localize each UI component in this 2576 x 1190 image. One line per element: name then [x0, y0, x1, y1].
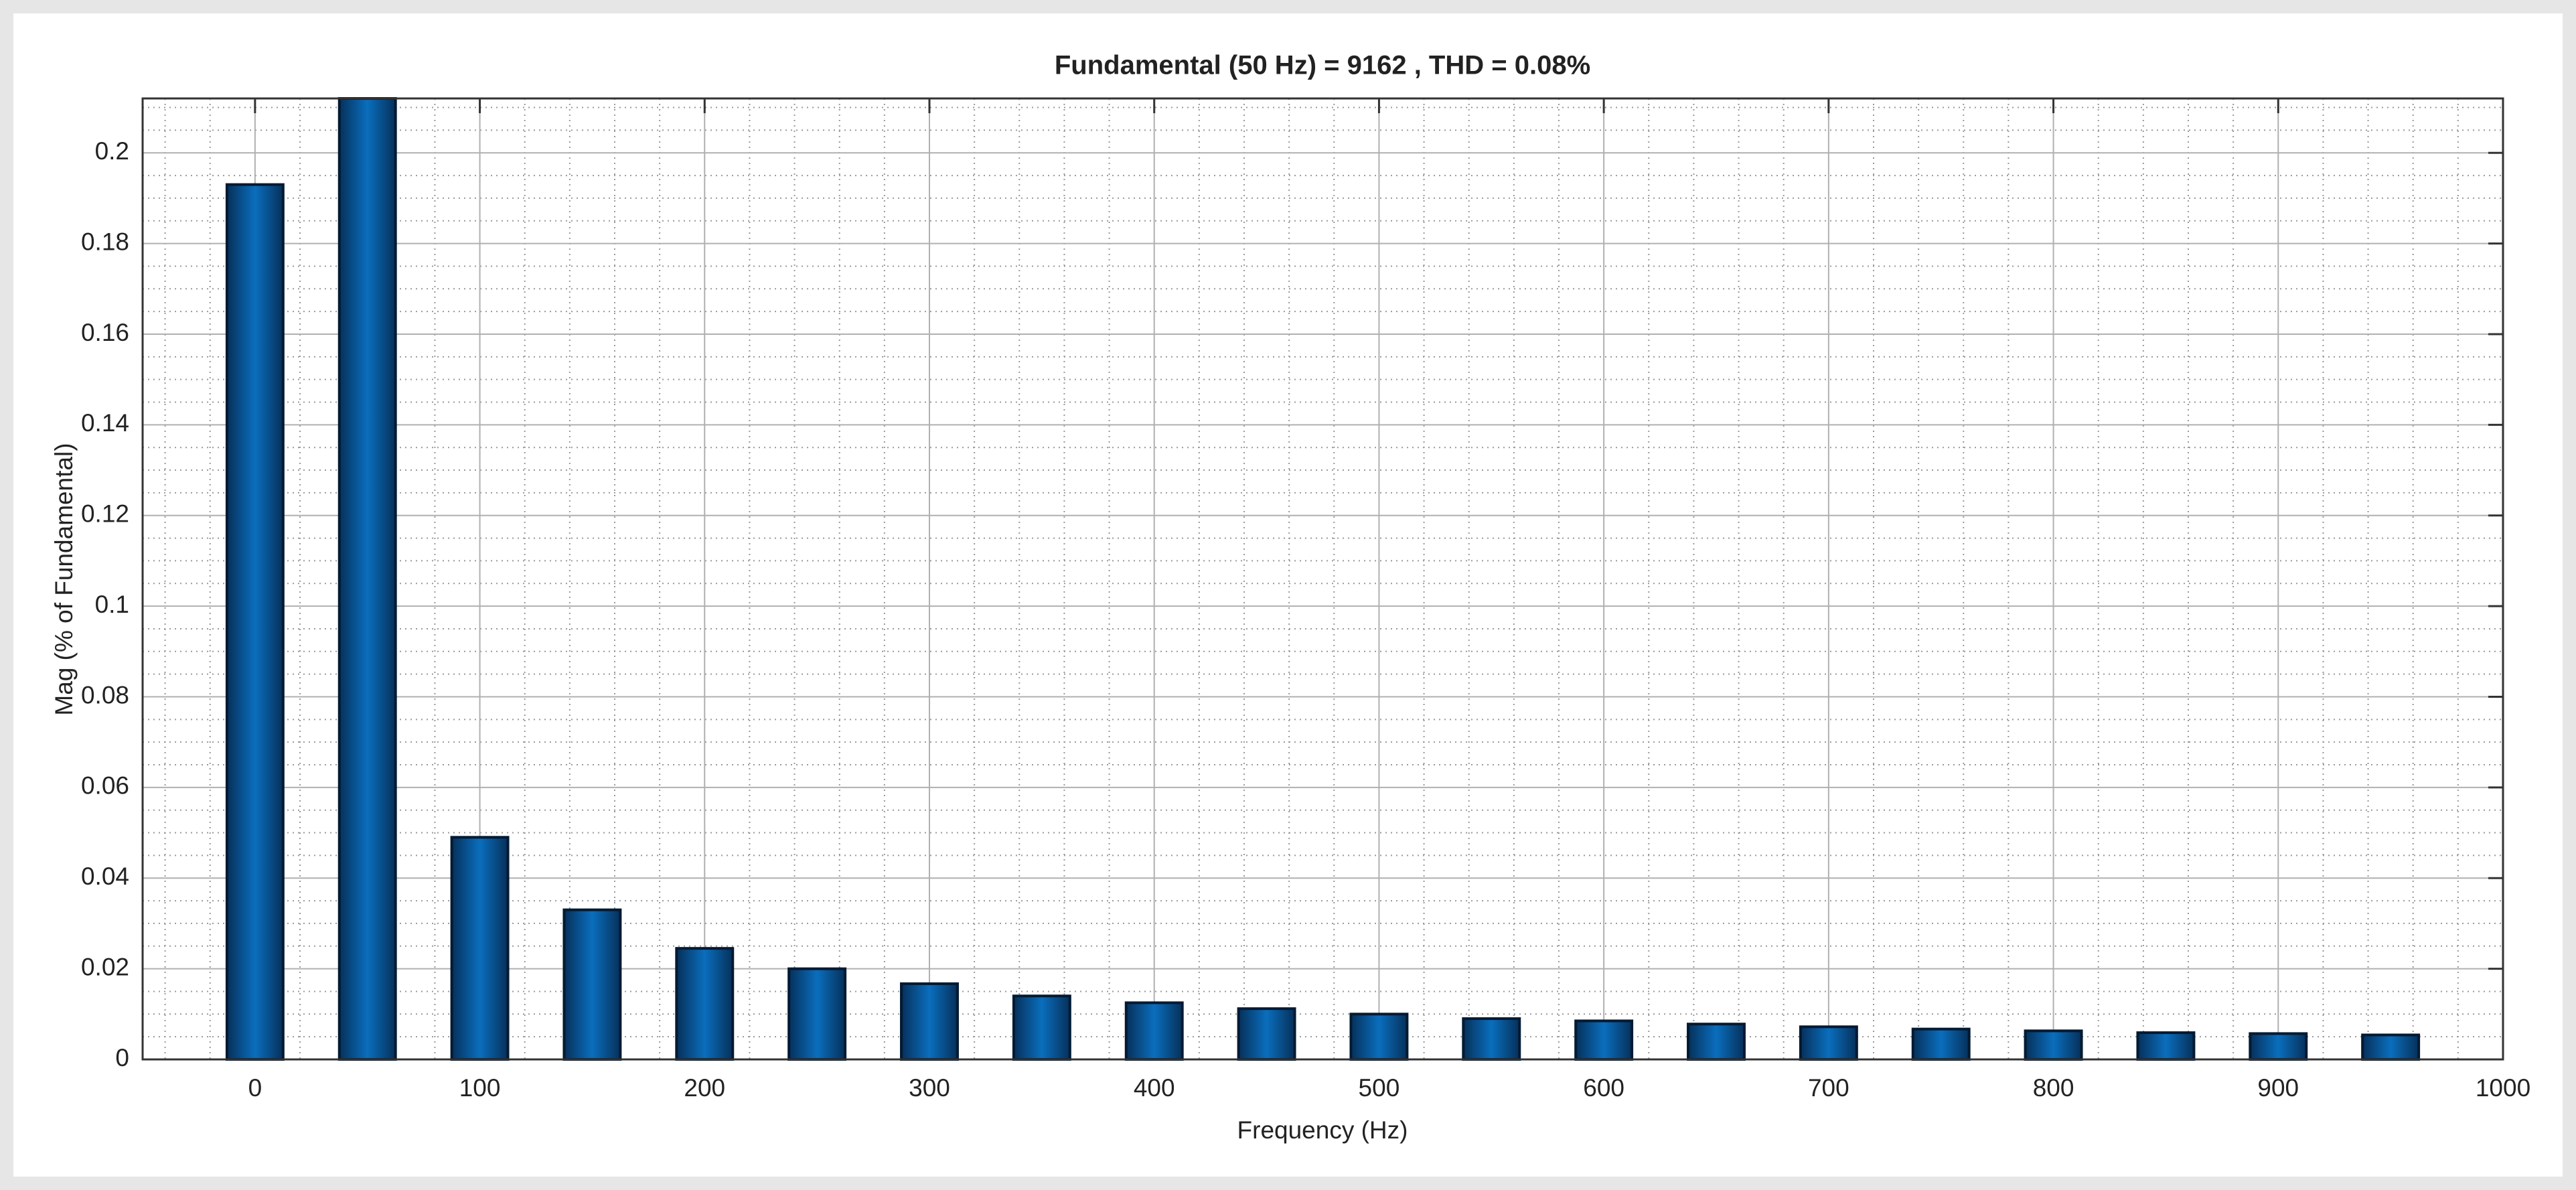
bar	[337, 97, 397, 1061]
bar	[1237, 1007, 1296, 1061]
bar	[2361, 1033, 2421, 1061]
bar	[1349, 1013, 1409, 1061]
bar	[562, 908, 622, 1061]
y-tick-label: 0.18	[81, 228, 129, 255]
y-tick-label: 0.06	[81, 772, 129, 800]
y-tick-label: 0.12	[81, 500, 129, 528]
chart-title: Fundamental (50 Hz) = 9162 , THD = 0.08%	[1055, 51, 1590, 80]
y-tick-label: 0.2	[95, 137, 129, 165]
bar	[900, 982, 959, 1061]
bar	[225, 183, 285, 1061]
x-tick-label: 200	[684, 1074, 725, 1102]
x-tick-label: 300	[909, 1074, 950, 1102]
bar	[787, 967, 847, 1061]
bar	[1574, 1019, 1634, 1061]
y-tick-label: 0.04	[81, 863, 129, 890]
bar	[675, 947, 735, 1061]
x-axis-label: Frequency (Hz)	[1237, 1116, 1408, 1144]
bar	[1687, 1023, 1746, 1061]
y-tick-label: 0.02	[81, 953, 129, 980]
bar	[1012, 994, 1071, 1061]
bar	[2136, 1031, 2196, 1061]
y-tick-label: 0	[115, 1044, 129, 1071]
x-tick-label: 600	[1583, 1074, 1624, 1102]
x-tick-label: 700	[1808, 1074, 1849, 1102]
y-tick-label: 0.08	[81, 681, 129, 709]
x-tick-label: 100	[459, 1074, 501, 1102]
plot-frame	[141, 97, 2504, 1061]
x-tick-label: 0	[248, 1074, 262, 1102]
x-tick-label: 500	[1359, 1074, 1400, 1102]
bar	[450, 836, 510, 1061]
bar	[1911, 1027, 1971, 1061]
y-tick-label: 0.16	[81, 319, 129, 346]
plot-area	[143, 98, 2503, 1059]
x-tick-label: 900	[2257, 1074, 2299, 1102]
y-axis-label: Mag (% of Fundamental)	[50, 443, 78, 715]
x-tick-label: 1000	[2476, 1074, 2530, 1102]
bar	[1124, 1001, 1184, 1061]
bar	[1799, 1025, 1858, 1061]
x-tick-label: 400	[1134, 1074, 1175, 1102]
bar	[1462, 1017, 1521, 1061]
bar	[2024, 1029, 2083, 1061]
bar	[2249, 1032, 2308, 1061]
x-tick-label: 800	[2033, 1074, 2074, 1102]
y-tick-label: 0.1	[95, 591, 129, 618]
y-tick-label: 0.14	[81, 409, 129, 437]
